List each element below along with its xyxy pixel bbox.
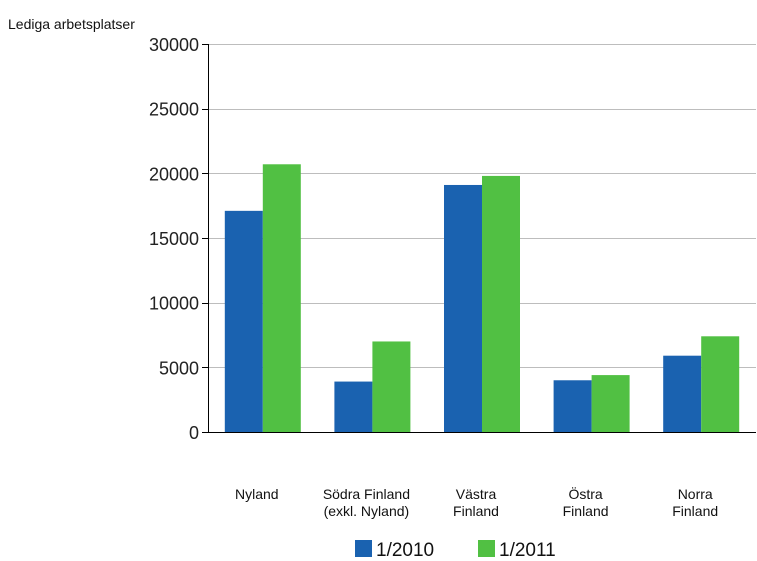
legend: 1/2010 1/2011 bbox=[355, 540, 556, 561]
y-tick-label: 25000 bbox=[149, 100, 199, 120]
y-axis-label: Lediga arbetsplatser bbox=[8, 16, 135, 32]
y-tick-label: 5000 bbox=[159, 358, 199, 378]
y-tick-label: 30000 bbox=[149, 35, 199, 55]
category-label: Nyland bbox=[235, 486, 279, 502]
y-tick-label: 10000 bbox=[149, 294, 199, 314]
legend-swatch bbox=[478, 540, 495, 557]
legend-label: 1/2010 bbox=[376, 540, 434, 561]
y-tick-label: 15000 bbox=[149, 229, 199, 249]
bar bbox=[701, 336, 740, 432]
y-tick-labels: 0 5000 10000 15000 20000 25000 30000 bbox=[149, 35, 199, 443]
category-label: Östra Finland bbox=[563, 485, 609, 519]
bar bbox=[663, 355, 702, 432]
axes bbox=[208, 44, 756, 433]
legend-swatch bbox=[355, 540, 372, 557]
bar bbox=[224, 210, 263, 432]
y-tick-label: 20000 bbox=[149, 164, 199, 184]
category-label: Norra Finland bbox=[672, 486, 718, 519]
category-label: Södra Finland (exkl. Nyland) bbox=[323, 486, 410, 519]
category-label: Västra Finland bbox=[453, 486, 499, 519]
legend-label: 1/2011 bbox=[499, 540, 556, 561]
bar bbox=[262, 164, 301, 432]
category-labels: Nyland Södra Finland (exkl. Nyland) Västra F… bbox=[235, 485, 718, 519]
bar bbox=[553, 380, 592, 432]
bar bbox=[444, 184, 482, 432]
bar bbox=[482, 175, 520, 433]
bars bbox=[224, 164, 740, 433]
y-tick-label: 0 bbox=[189, 423, 199, 443]
bar bbox=[591, 375, 630, 432]
bar bbox=[334, 381, 373, 432]
bar bbox=[372, 341, 411, 432]
